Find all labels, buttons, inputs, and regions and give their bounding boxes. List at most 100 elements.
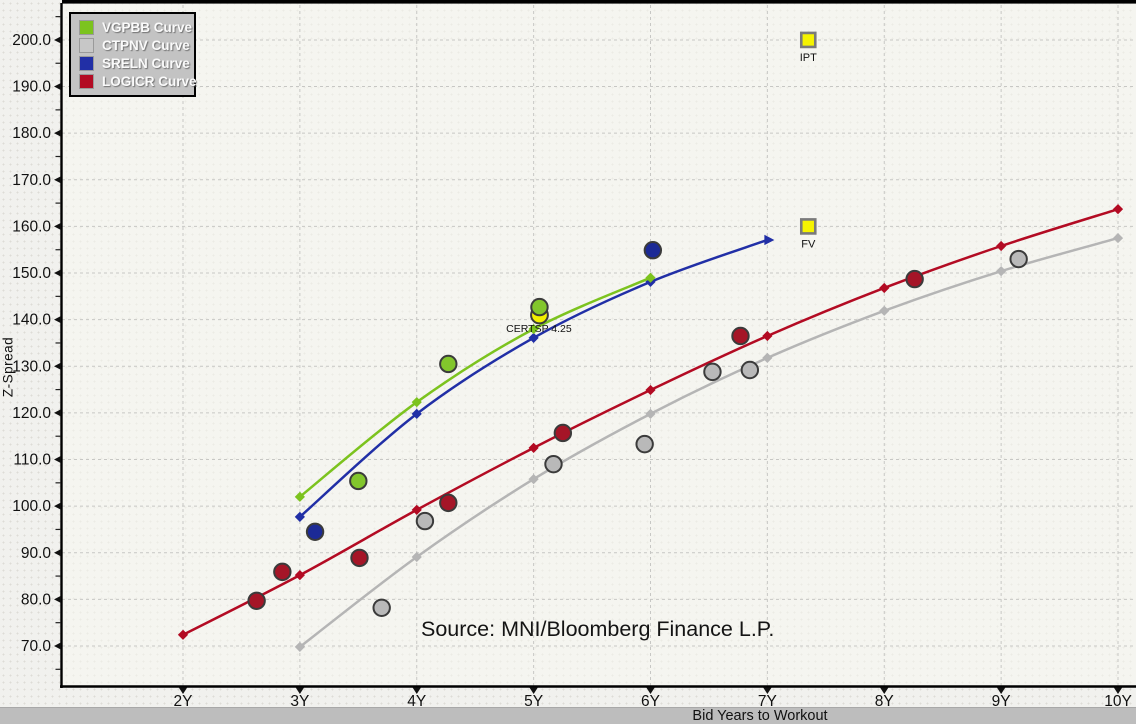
data-dot-ctpnv[interactable] [372,598,391,617]
data-dot-ctpnv[interactable] [415,511,435,531]
line-vertex-marker [996,240,1007,252]
line-vertex-marker [645,272,656,283]
legend-swatch-sreln [79,56,94,71]
line-vertex-marker [1112,232,1124,244]
quote-marker-ipt[interactable] [799,31,817,49]
data-dot-ctpnv[interactable] [544,454,563,474]
line-vertex-marker [528,442,539,453]
x-tick-arrow [880,687,889,694]
line-vertex-marker [879,305,890,316]
y-tick-arrow [54,82,61,91]
data-dot-logicr[interactable] [247,591,266,610]
series-line-vgpbb [299,276,652,498]
line-vertex-marker [762,352,773,363]
y-tick-label: 120.0 [12,405,51,422]
line-vertex-marker [762,330,773,342]
bottom-panel-strip [0,707,1136,724]
data-dot-logicr[interactable] [350,548,369,568]
line-vertex-marker [879,282,890,294]
line-vertex-marker [996,266,1007,277]
y-tick-arrow [54,595,61,603]
x-tick-arrow [763,687,772,694]
y-tick-arrow [54,455,61,464]
legend-swatch-ctpnv [79,38,94,53]
y-tick-label: 200.0 [12,32,51,49]
chart-legend: VGPBB Curve CTPNV Curve SRELN Curve LOGI… [69,12,197,97]
y-tick-arrow [54,549,61,557]
line-vertex-marker [645,384,656,396]
y-tick-arrow [54,409,61,417]
quote-marker-label-fv: FV [801,238,816,250]
legend-label-sreln: SRELN Curve [102,56,190,71]
y-tick-label: 140.0 [12,312,51,329]
legend-swatch-logicr [79,74,94,89]
legend-item-logicr[interactable]: LOGICR Curve [79,74,197,89]
line-vertex-marker [645,408,656,419]
y-tick-label: 100.0 [12,498,51,515]
data-dot-logicr[interactable] [273,562,292,582]
x-tick-arrow [529,687,538,694]
data-dot-logicr[interactable] [553,423,573,443]
data-dot-sreln[interactable] [643,240,663,260]
quote-marker-fv[interactable] [799,218,817,235]
data-dot-ctpnv[interactable] [740,360,760,380]
y-tick-label: 190.0 [12,79,51,96]
line-vertex-marker [294,570,305,581]
plot-area[interactable] [61,3,1136,687]
annotation-certsp: CERTSP 4.25 [506,323,572,335]
data-dot-ctpnv[interactable] [1009,249,1028,269]
y-tick-arrow [54,642,61,650]
line-vertex-marker [528,332,539,343]
line-vertex-marker [411,551,422,563]
data-dot-logicr[interactable] [731,326,750,346]
x-tick-label: 6Y [641,693,660,710]
data-dot-logicr[interactable] [905,269,924,289]
x-tick-label: 5Y [524,693,543,710]
line-end-arrow [764,234,775,246]
line-vertex-marker [294,511,305,522]
plot-border-top [62,0,1136,4]
line-vertex-marker [411,397,422,408]
x-tick-arrow [1113,687,1123,694]
x-tick-label: 2Y [174,693,193,710]
series-line-ctpnv [299,236,1119,648]
x-tick-arrow [178,687,188,694]
x-tick-label: 4Y [407,693,426,710]
y-tick-arrow [54,316,61,324]
y-tick-label: 80.0 [21,591,52,608]
y-tick-arrow [54,222,61,231]
line-vertex-marker [528,473,539,485]
line-vertex-marker [294,641,305,653]
data-dot-logicr[interactable] [439,493,458,513]
x-tick-label: 10Y [1104,693,1132,710]
y-tick-arrow [54,362,61,370]
y-tick-arrow [54,36,61,44]
data-dot-vgpbb[interactable] [349,471,368,491]
y-tick-label: 160.0 [12,218,51,235]
legend-item-sreln[interactable]: SRELN Curve [79,56,190,71]
line-vertex-marker [411,504,422,515]
data-dot-vgpbb[interactable] [530,297,549,317]
data-dot-sreln[interactable] [305,522,325,541]
y-tick-label: 170.0 [12,172,51,189]
y-tick-label: 110.0 [13,452,51,469]
line-vertex-marker [528,323,539,335]
y-tick-label: 70.0 [21,638,52,655]
legend-item-ctpnv[interactable]: CTPNV Curve [79,38,190,53]
legend-swatch-vgpbb [79,20,94,35]
y-tick-arrow [54,129,61,137]
line-vertex-marker [177,629,189,640]
legend-item-vgpbb[interactable]: VGPBB Curve [79,20,192,35]
line-vertex-marker [294,491,305,502]
data-dot-ctpnv[interactable] [635,434,654,454]
x-tick-label: 9Y [992,693,1011,710]
data-dot-ctpnv[interactable] [703,362,722,382]
y-tick-arrow [54,502,61,510]
x-tick-arrow [996,687,1006,694]
y-tick-label: 90.0 [21,545,52,562]
x-tick-arrow [412,687,421,694]
y-tick-arrow [54,176,61,184]
data-dot-vgpbb[interactable] [439,354,458,374]
